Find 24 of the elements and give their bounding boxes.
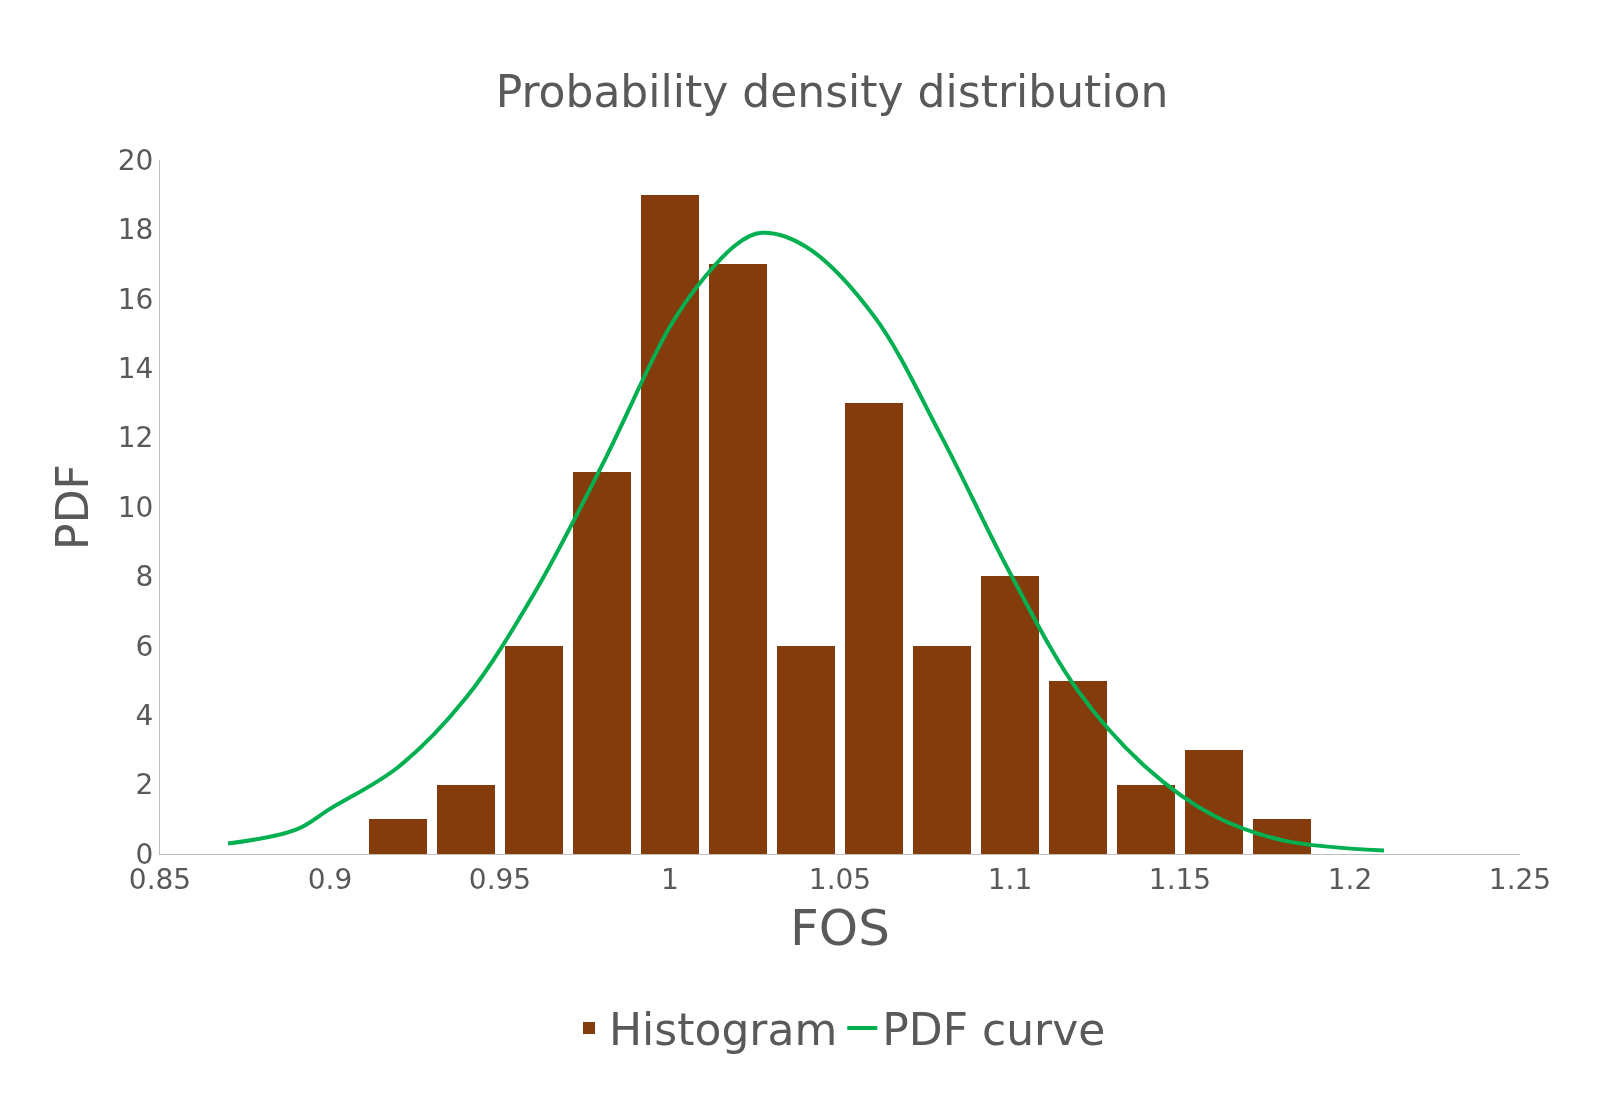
y-tick-label: 14 — [117, 352, 154, 385]
x-tick-label: 1.2 — [1327, 862, 1373, 896]
y-tick-label: 18 — [117, 213, 154, 247]
x-tick-label: 0.95 — [468, 862, 532, 896]
line-series — [226, 230, 1386, 853]
legend-label: Histogram — [609, 1004, 838, 1056]
chart-title: Probability density distribution — [495, 66, 1169, 118]
y-tick-label: 8 — [135, 560, 154, 594]
y-tick-label: 4 — [135, 699, 154, 732]
y-tick-label: 6 — [135, 629, 154, 663]
x-tick-label: 1.25 — [1488, 862, 1552, 896]
x-tick-label: 0.9 — [307, 862, 353, 896]
x-tick-label: 1 — [661, 862, 679, 896]
x-tick-label: 1.15 — [1148, 862, 1212, 896]
x-axis-title: FOS — [790, 899, 890, 958]
x-tick-label: 1.1 — [987, 862, 1033, 896]
y-axis-title: PDF — [46, 464, 98, 550]
x-tick-label: 1.05 — [808, 862, 872, 896]
y-tick-label: 20 — [117, 143, 154, 177]
y-tick-label: 12 — [117, 421, 154, 455]
legend-label: PDF curve — [882, 1004, 1106, 1056]
y-tick-label: 16 — [117, 282, 154, 316]
y-tick-label: 2 — [135, 768, 154, 802]
y-tick-label: 10 — [117, 490, 154, 524]
